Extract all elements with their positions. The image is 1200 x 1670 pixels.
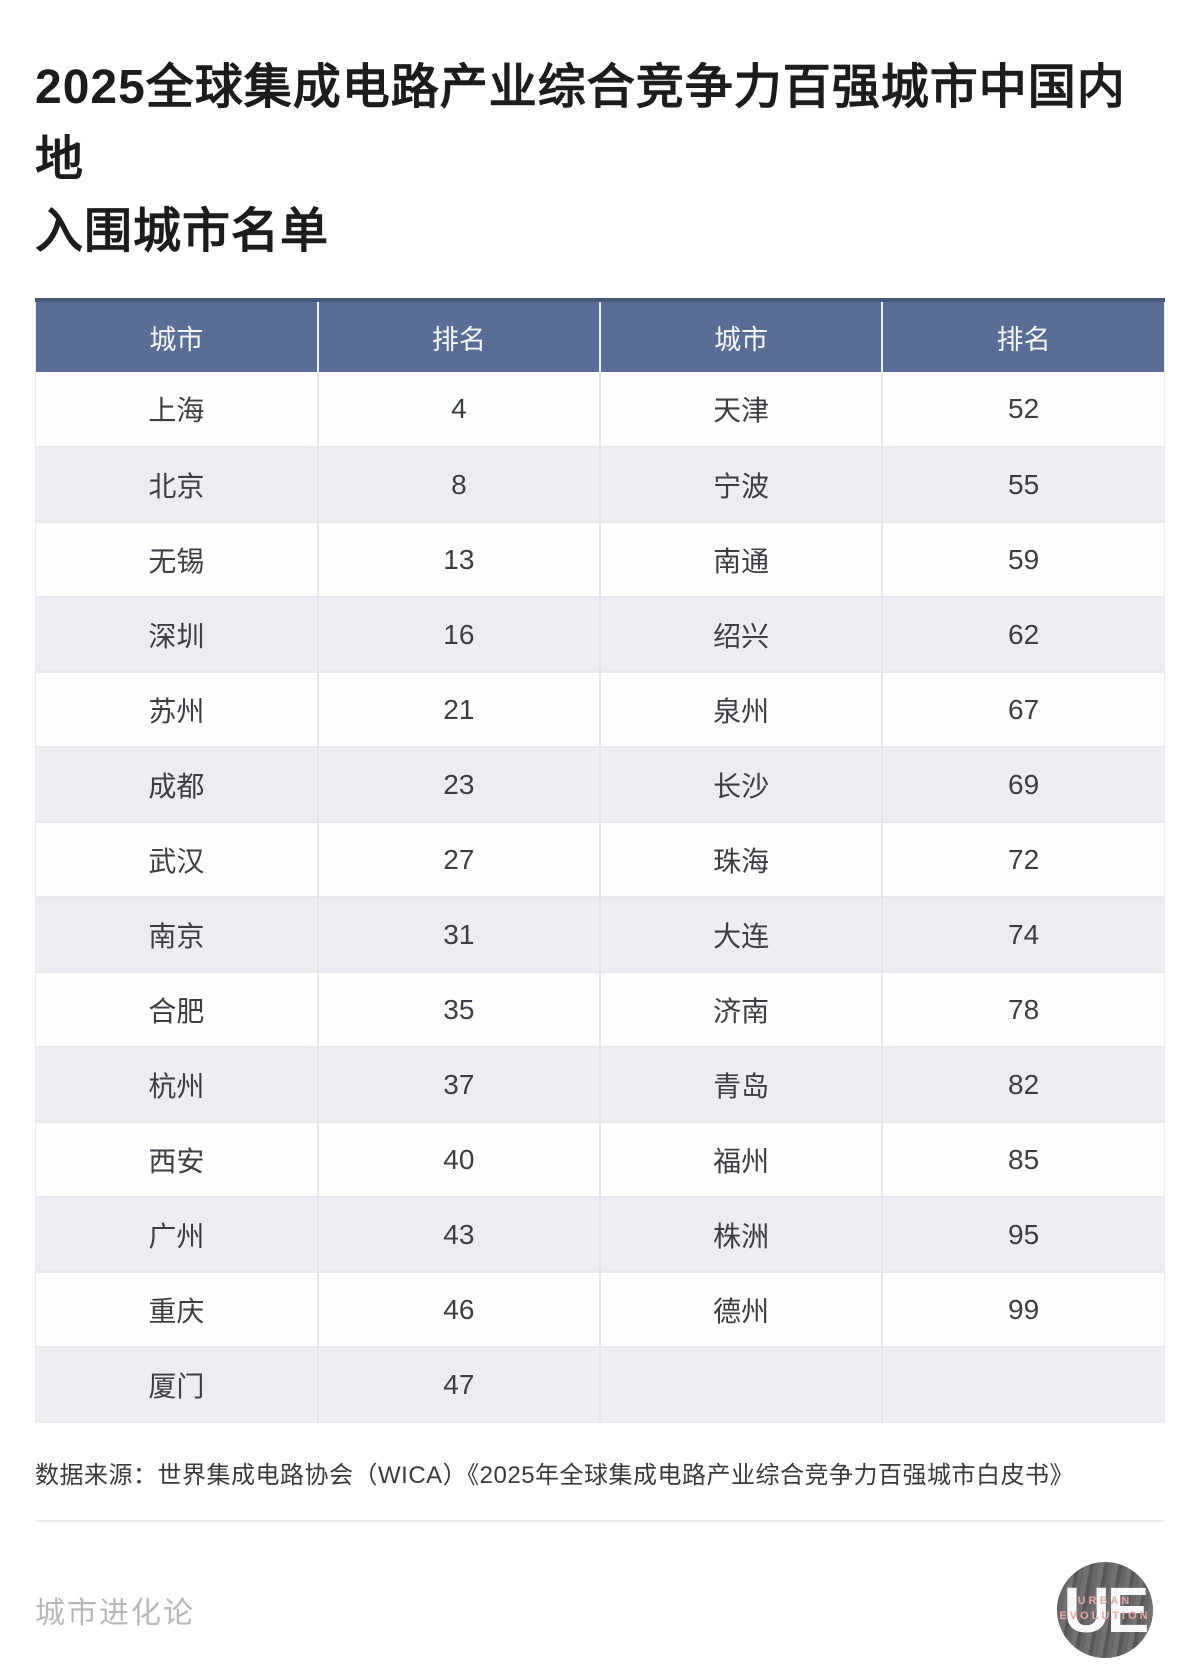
header-city-right: 城市: [598, 298, 883, 372]
table-row: 重庆 46 德州 99: [35, 1271, 1165, 1347]
rank-cell: 47: [316, 1346, 600, 1422]
city-cell: 上海: [35, 372, 318, 447]
header-rank-right: 排名: [881, 298, 1165, 372]
city-cell: [598, 1346, 883, 1422]
city-cell: 北京: [35, 446, 318, 522]
footer: 城市进化论 UE URBAN EVOLUTION: [35, 1550, 1165, 1670]
brand-name: 城市进化论: [35, 1596, 195, 1630]
city-cell: 重庆: [35, 1271, 318, 1347]
table-row: 杭州 37 青岛 82: [35, 1046, 1165, 1122]
rank-cell: 78: [881, 971, 1165, 1047]
rank-cell: 16: [316, 596, 600, 672]
city-cell: 广州: [35, 1196, 318, 1272]
city-cell: 德州: [598, 1271, 883, 1347]
table-row: 深圳 16 绍兴 62: [35, 596, 1165, 672]
rank-cell: 95: [881, 1196, 1165, 1272]
rank-cell: 23: [316, 746, 600, 822]
rank-cell: 4: [316, 372, 600, 447]
header-city-left: 城市: [35, 298, 318, 372]
rank-cell: 59: [881, 521, 1165, 597]
city-cell: 西安: [35, 1121, 318, 1197]
city-cell: 南通: [598, 521, 883, 597]
rank-cell: [881, 1346, 1165, 1422]
table-row: 武汉 27 珠海 72: [35, 821, 1165, 897]
logo-word-urban: URBAN: [1077, 1594, 1133, 1607]
rank-cell: 74: [881, 896, 1165, 972]
table-header: 城市 排名 城市 排名: [35, 298, 1165, 372]
rank-cell: 69: [881, 746, 1165, 822]
city-cell: 南京: [35, 896, 318, 972]
rank-cell: 13: [316, 521, 600, 597]
city-cell: 成都: [35, 746, 318, 822]
city-cell: 株洲: [598, 1196, 883, 1272]
rank-cell: 72: [881, 821, 1165, 897]
urban-evolution-logo-icon: UE URBAN EVOLUTION: [1057, 1561, 1153, 1658]
rank-cell: 43: [316, 1196, 600, 1272]
page-title-line2: 入围城市名单: [35, 205, 330, 258]
rank-cell: 82: [881, 1046, 1165, 1122]
header-rank-left: 排名: [316, 298, 600, 372]
table-row: 上海 4 天津 52: [35, 372, 1165, 447]
table-header-row: 城市 排名 城市 排名: [35, 298, 1165, 372]
rank-cell: 55: [881, 446, 1165, 522]
city-cell: 泉州: [598, 671, 883, 747]
infographic-page: 2025全球集成电路产业综合竞争力百强城市中国内地 入围城市名单 城市 排名 城…: [35, 52, 1165, 1658]
logo-word-evolution: EVOLUTION: [1059, 1609, 1151, 1622]
table-row: 厦门 47: [35, 1346, 1165, 1422]
rank-cell: 21: [316, 671, 600, 747]
city-cell: 珠海: [598, 821, 883, 897]
rank-cell: 37: [316, 1046, 600, 1122]
city-cell: 青岛: [598, 1046, 883, 1122]
city-cell: 深圳: [35, 596, 318, 672]
table-row: 西安 40 福州 85: [35, 1121, 1165, 1197]
footer-divider: [35, 1519, 1165, 1522]
page-title-line1: 2025全球集成电路产业综合竞争力百强城市中国内地: [35, 61, 1126, 186]
table-body: 上海 4 天津 52 北京 8 宁波 55 无锡 13 南通 59 深圳 16 绍兴 62 苏州 21 泉州 67 成都…: [35, 372, 1165, 1422]
city-cell: 绍兴: [598, 596, 883, 672]
table-row: 南京 31 大连 74: [35, 896, 1165, 972]
city-cell: 长沙: [598, 746, 883, 822]
city-cell: 大连: [598, 896, 883, 972]
city-cell: 厦门: [35, 1346, 318, 1422]
table-row: 广州 43 株洲 95: [35, 1196, 1165, 1272]
rank-cell: 99: [881, 1271, 1165, 1347]
rank-cell: 52: [881, 372, 1165, 447]
city-cell: 苏州: [35, 671, 318, 747]
city-cell: 合肥: [35, 971, 318, 1047]
rank-cell: 8: [316, 446, 600, 522]
table-row: 北京 8 宁波 55: [35, 446, 1165, 522]
city-cell: 福州: [598, 1121, 883, 1197]
city-cell: 无锡: [35, 521, 318, 597]
rank-cell: 31: [316, 896, 600, 972]
logo-wordmark: URBAN EVOLUTION: [1057, 1593, 1153, 1623]
city-ranking-table: 城市 排名 城市 排名 上海 4 天津 52 北京 8 宁波 55 无锡 13 南通 59 深圳 16 绍兴…: [35, 298, 1165, 1423]
rank-cell: 67: [881, 671, 1165, 747]
table-row: 无锡 13 南通 59: [35, 521, 1165, 597]
city-cell: 天津: [598, 372, 883, 447]
page-title: 2025全球集成电路产业综合竞争力百强城市中国内地 入围城市名单: [35, 52, 1165, 268]
city-cell: 杭州: [35, 1046, 318, 1122]
city-cell: 武汉: [35, 821, 318, 897]
rank-cell: 27: [316, 821, 600, 897]
table-row: 合肥 35 济南 78: [35, 971, 1165, 1047]
rank-cell: 35: [316, 971, 600, 1047]
rank-cell: 40: [316, 1121, 600, 1197]
table-row: 成都 23 长沙 69: [35, 746, 1165, 822]
city-cell: 宁波: [598, 446, 883, 522]
rank-cell: 46: [316, 1271, 600, 1347]
city-cell: 济南: [598, 971, 883, 1047]
table-row: 苏州 21 泉州 67: [35, 671, 1165, 747]
rank-cell: 85: [881, 1121, 1165, 1197]
data-source-note: 数据来源：世界集成电路协会（WICA）《2025年全球集成电路产业综合竞争力百强…: [35, 1461, 1075, 1489]
rank-cell: 62: [881, 596, 1165, 672]
